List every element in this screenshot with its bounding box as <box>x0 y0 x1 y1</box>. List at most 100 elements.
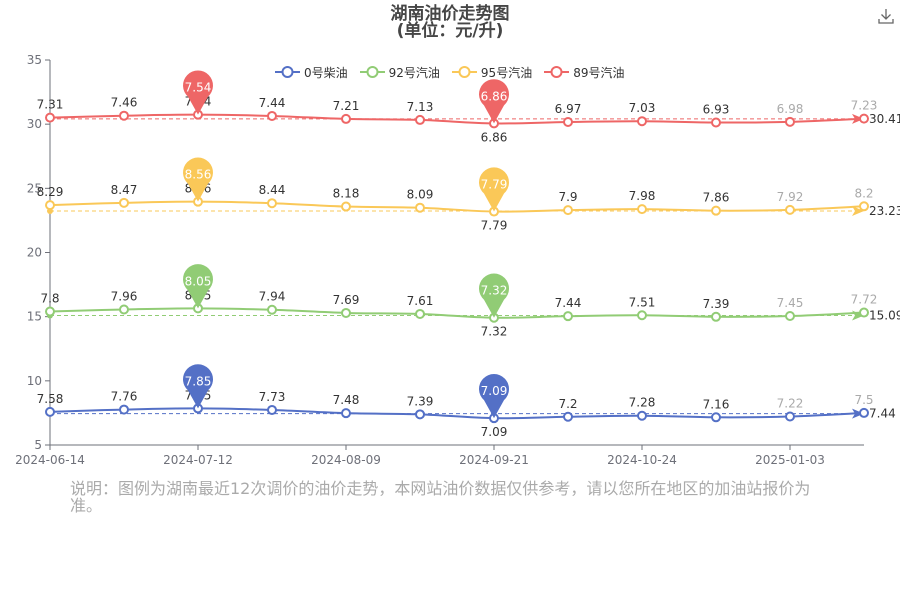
data-label: 7.8 <box>40 292 59 306</box>
markpoint-shape <box>478 167 510 212</box>
series-line <box>49 200 865 213</box>
data-label: 7.79 <box>481 219 508 233</box>
data-label: 7.16 <box>703 397 730 411</box>
data-label: 7.39 <box>407 394 434 408</box>
data-point <box>563 205 573 216</box>
data-label: 7.2 <box>558 397 577 411</box>
markpoint-label: 8.56 <box>185 168 212 182</box>
average-label: 7.44 <box>869 407 896 421</box>
average-label: 30.41 <box>869 112 900 126</box>
markpoint-shape <box>479 373 510 419</box>
markpoint-shape <box>478 79 510 124</box>
data-point <box>119 197 129 208</box>
data-label: 7.44 <box>259 96 286 110</box>
x-tick-label: 2024-09-21 <box>459 453 529 467</box>
x-tick-label: 2024-10-24 <box>607 453 677 467</box>
data-label: 7.13 <box>407 100 434 114</box>
legend-symbol <box>451 66 477 78</box>
data-point <box>563 311 573 322</box>
legend-item[interactable]: 92号汽油 <box>359 64 440 81</box>
data-label: 7.03 <box>629 101 656 115</box>
markpoint-shape <box>183 264 213 309</box>
average-label: 15.09 <box>869 309 900 323</box>
min-markpoint: 7.32 <box>479 273 510 318</box>
data-label: 7.28 <box>629 396 656 410</box>
data-point <box>45 306 55 317</box>
data-label: 7.46 <box>111 96 138 110</box>
markpoint-label: 6.86 <box>481 89 508 103</box>
download-icon[interactable] <box>876 6 896 26</box>
data-point <box>711 205 721 216</box>
data-label: 7.96 <box>111 289 138 303</box>
data-label: 7.44 <box>555 296 582 310</box>
data-label: 6.98 <box>777 102 804 116</box>
markpoint-label: 8.05 <box>185 274 212 288</box>
markpoint-shape <box>479 273 510 318</box>
data-label: 6.93 <box>703 102 730 116</box>
data-label: 7.39 <box>703 297 730 311</box>
markpoint-shape <box>183 157 213 202</box>
legend-item[interactable]: 0号柴油 <box>275 64 348 81</box>
data-point <box>415 114 425 125</box>
data-point <box>267 404 277 415</box>
legend-item[interactable]: 89号汽油 <box>544 64 624 81</box>
data-point <box>341 307 351 318</box>
y-tick-label: 10 <box>27 374 42 388</box>
data-label: 7.61 <box>407 294 434 308</box>
data-point <box>267 110 277 121</box>
data-label: 7.22 <box>777 397 804 411</box>
data-point <box>637 310 647 321</box>
series-line <box>49 113 865 125</box>
markpoint-label: 7.54 <box>185 81 212 95</box>
legend-symbol <box>275 66 300 78</box>
data-point <box>45 406 55 417</box>
disclaimer-note: 说明：图例为湖南最近12次调价的油价走势，本网站油价数据仅供参考，请以您所在地区… <box>70 479 811 515</box>
data-point <box>859 307 869 318</box>
x-tick-label: 2024-06-14 <box>15 453 85 467</box>
data-point <box>563 411 573 422</box>
y-tick-label: 15 <box>27 310 42 324</box>
data-point <box>711 412 721 423</box>
data-point <box>119 110 129 121</box>
data-point <box>415 409 425 420</box>
legend-item[interactable]: 95号汽油 <box>451 64 532 81</box>
data-point <box>785 204 795 215</box>
max-markpoint: 7.85 <box>183 364 213 409</box>
data-point <box>859 113 869 124</box>
data-label: 7.86 <box>703 191 730 205</box>
y-tick-label: 30 <box>27 117 42 131</box>
data-label: 7.98 <box>629 189 656 203</box>
legend-label: 0号柴油 <box>304 65 348 80</box>
max-markpoint: 7.54 <box>183 70 213 115</box>
data-label: 6.97 <box>555 102 582 116</box>
data-point <box>785 411 795 422</box>
markpoint-label: 7.32 <box>481 284 508 298</box>
data-label: 7.51 <box>629 295 656 309</box>
data-label: 8.18 <box>333 187 360 201</box>
data-point <box>45 200 55 211</box>
data-label: 6.86 <box>481 130 508 144</box>
data-label: 7.73 <box>259 390 286 404</box>
data-label: 7.48 <box>333 393 360 407</box>
data-point <box>563 116 573 127</box>
data-label: 7.76 <box>111 390 138 404</box>
chart-legend: 0号柴油 92号汽油 95号汽油 89号汽油 <box>275 63 636 81</box>
data-point <box>859 201 869 212</box>
data-point <box>711 117 721 128</box>
data-label: 8.44 <box>259 183 286 197</box>
min-markpoint: 7.09 <box>479 373 510 419</box>
data-point <box>341 408 351 419</box>
data-point <box>267 198 277 209</box>
data-label: 8.47 <box>111 183 138 197</box>
data-label: 7.23 <box>851 99 878 113</box>
data-label: 7.94 <box>259 290 286 304</box>
markpoint-shape <box>183 70 213 115</box>
series-group: 30.417.317.467.547.447.217.136.866.977.0… <box>37 95 900 145</box>
max-markpoint: 8.56 <box>183 157 213 202</box>
chart-subtitle: (单位：元/升) <box>396 21 504 41</box>
data-label: 7.5 <box>854 393 873 407</box>
x-tick-label: 2025-01-03 <box>755 453 825 467</box>
markpoint-shape <box>183 364 213 409</box>
data-point <box>45 112 55 123</box>
